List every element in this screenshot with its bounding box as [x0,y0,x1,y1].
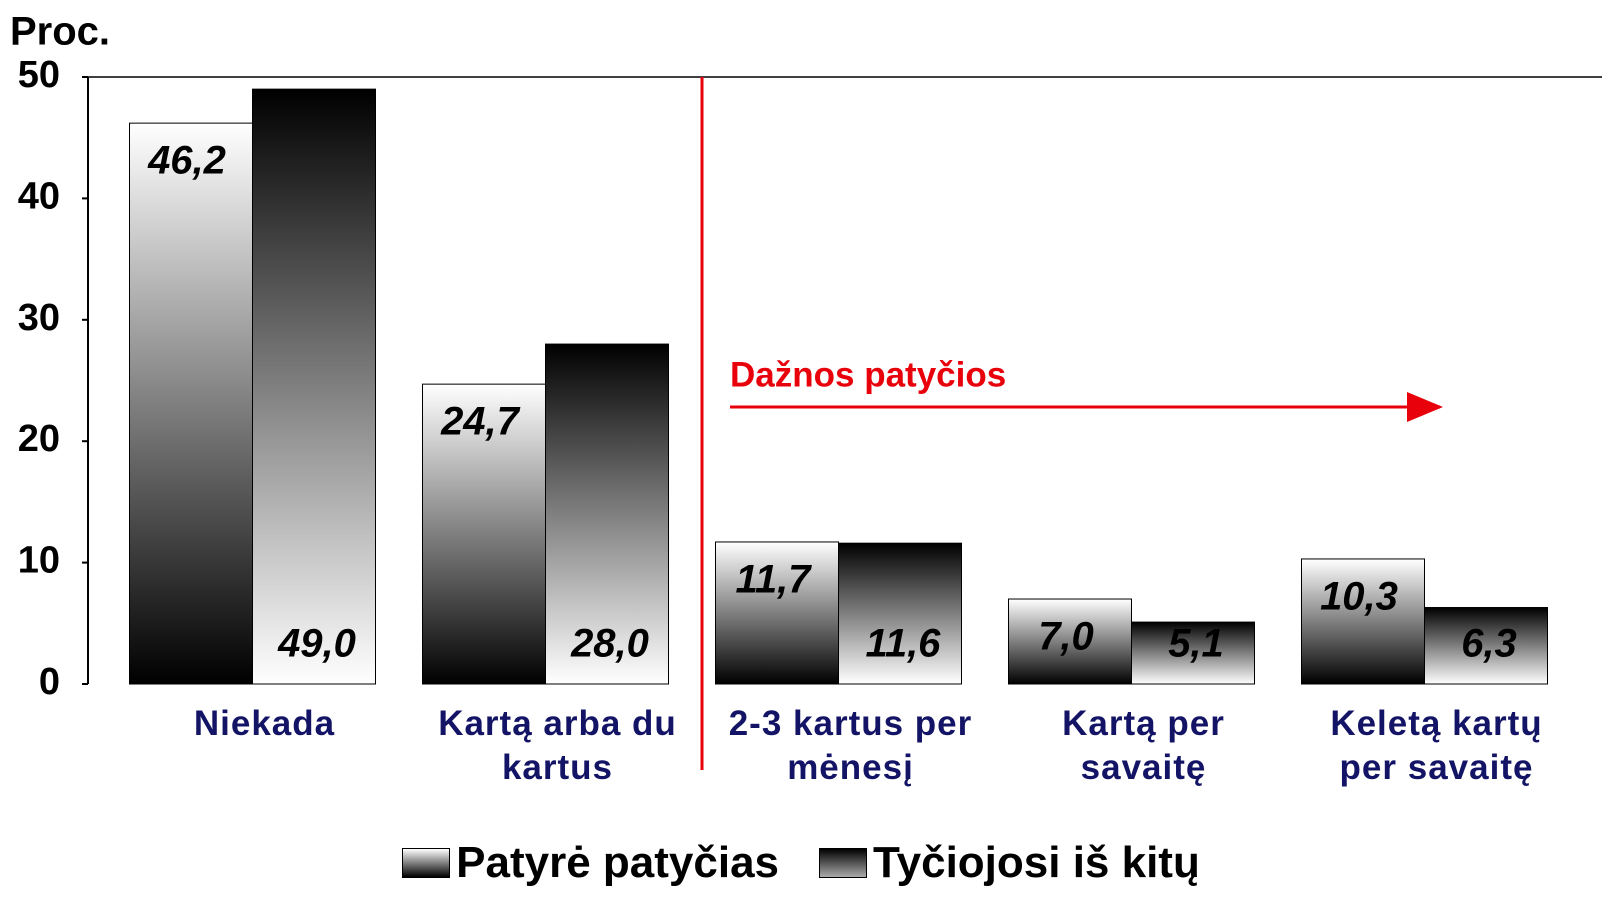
data-label: 7,0 [1038,615,1094,659]
data-label: 49,0 [277,622,356,666]
annotation: Dažnos patyčios [730,355,1006,394]
bar [1008,598,1132,685]
bar [715,541,839,685]
bar [545,343,669,685]
data-label: 24,7 [440,400,521,444]
data-label: 6,3 [1461,622,1517,666]
bar [1131,621,1255,685]
y-tick-label: 40 [18,175,60,217]
y-tick-label: 50 [18,54,60,96]
legend-swatch [819,848,868,878]
x-tick-label: 2-3 kartus per mėnesį [728,704,973,787]
data-label: 11,7 [736,558,813,602]
legend-swatch [402,848,451,878]
data-label: 10,3 [1320,575,1398,619]
x-tick-label: Kartą arba du kartus [438,704,677,787]
legend-item: Tyčiojosi iš kitų [819,838,1200,888]
y-tick-label: 0 [39,661,60,703]
legend-label: Patyrė patyčias [456,838,780,887]
legend: Patyrė patyčias Tyčiojosi iš kitų [0,838,1602,888]
data-label: 11,6 [866,622,942,666]
legend-item: Patyrė patyčias [402,838,779,888]
data-label: 28,0 [570,622,649,666]
y-axis-label: Proc. [10,10,110,54]
y-tick-label: 10 [18,540,60,582]
bar [422,383,546,685]
bar [1424,607,1548,685]
data-label: 5,1 [1168,622,1224,666]
x-tick-label: Keletą kartų per savaitę [1330,704,1543,787]
x-tick-label: Niekada [193,704,336,743]
x-tick-label: Kartą per savaitę [1062,704,1225,787]
y-tick-label: 20 [18,418,60,460]
bar [129,122,253,685]
bar [838,542,962,685]
data-label: 46,2 [147,139,226,183]
bar [252,88,376,685]
y-tick-label: 30 [18,297,60,339]
legend-label: Tyčiojosi iš kitų [873,838,1200,887]
